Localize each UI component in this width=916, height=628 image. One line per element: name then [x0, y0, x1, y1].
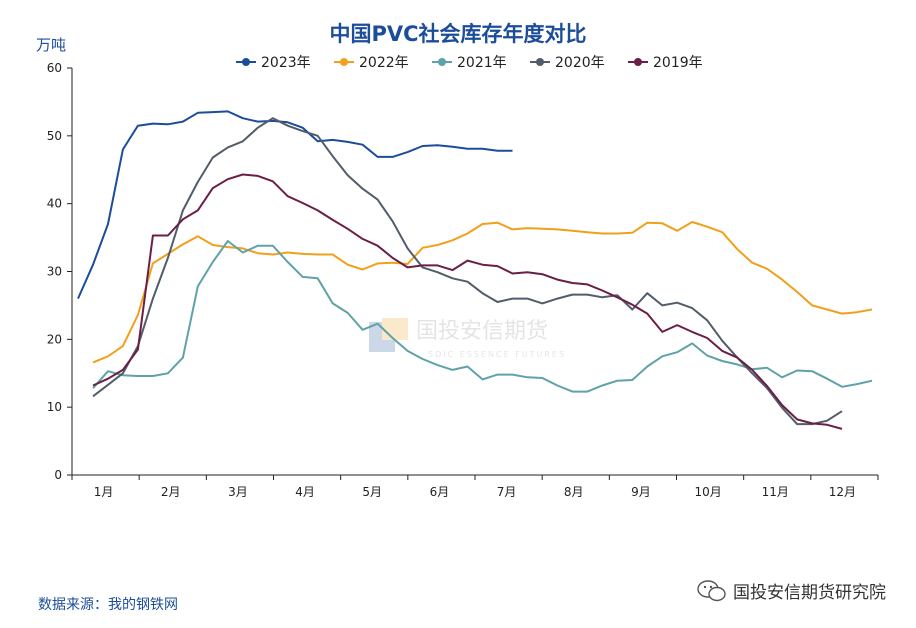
series-lines [77, 110, 873, 430]
y-tick-label: 40 [47, 197, 62, 211]
legend-label: 2022年 [359, 55, 409, 71]
legend-label: 2021年 [457, 55, 507, 71]
series-line-2020年 [92, 117, 843, 426]
wechat-icon [697, 579, 726, 601]
x-tick-label: 5月 [362, 485, 382, 499]
legend-marker [536, 58, 544, 66]
y-tick-label: 60 [47, 61, 62, 75]
legend-label: 2023年 [261, 55, 311, 71]
legend-marker [340, 58, 348, 66]
x-tick-label: 6月 [430, 485, 450, 499]
x-tick-label: 7月 [497, 485, 517, 499]
x-tick-label: 11月 [762, 485, 789, 499]
x-tick-label: 9月 [631, 485, 651, 499]
brand-attribution: 国投安信期货研究院 [697, 578, 886, 603]
axes: 0 10 20 30 40 50 60 1月 2月 3月 4月 5月 6月 7月 8月 9月 10月 11月 12月 [47, 61, 879, 499]
legend-label: 2020年 [555, 55, 605, 71]
x-tick-label: 3月 [228, 485, 248, 499]
x-tick-label: 12月 [829, 485, 856, 499]
legend: 2023年 2022年 2021年 2020年 2019年 [236, 55, 703, 71]
watermark-text-cn: 国投安信期货 [416, 319, 548, 344]
x-tick-label: 10月 [694, 485, 721, 499]
series-line-2019年 [92, 173, 843, 430]
watermark-text-en: SDIC ESSENCE FUTURES [428, 350, 566, 359]
y-tick-label: 10 [47, 400, 62, 414]
watermark-logo-accent [382, 318, 408, 340]
watermark: 国投安信期货 SDIC ESSENCE FUTURES [369, 318, 566, 359]
legend-marker [438, 58, 446, 66]
x-tick-label: 8月 [564, 485, 584, 499]
x-tick-label: 2月 [161, 485, 181, 499]
series-line-2021年 [92, 240, 873, 393]
legend-label: 2019年 [653, 55, 703, 71]
y-tick-label: 50 [47, 129, 62, 143]
x-tick-label: 4月 [295, 485, 315, 499]
y-tick-label: 20 [47, 332, 62, 346]
chart-title: 中国PVC社会库存年度对比 [329, 22, 587, 46]
legend-marker [242, 58, 250, 66]
brand-name: 国投安信期货研究院 [733, 583, 886, 603]
data-source-note: 数据来源：我的钢铁网 [38, 597, 178, 613]
y-tick-label: 30 [47, 265, 62, 279]
y-axis-unit: 万吨 [36, 36, 67, 54]
y-tick-label: 0 [54, 468, 62, 482]
legend-marker [634, 58, 642, 66]
x-tick-label: 1月 [94, 485, 114, 499]
series-line-2023年 [77, 110, 513, 300]
